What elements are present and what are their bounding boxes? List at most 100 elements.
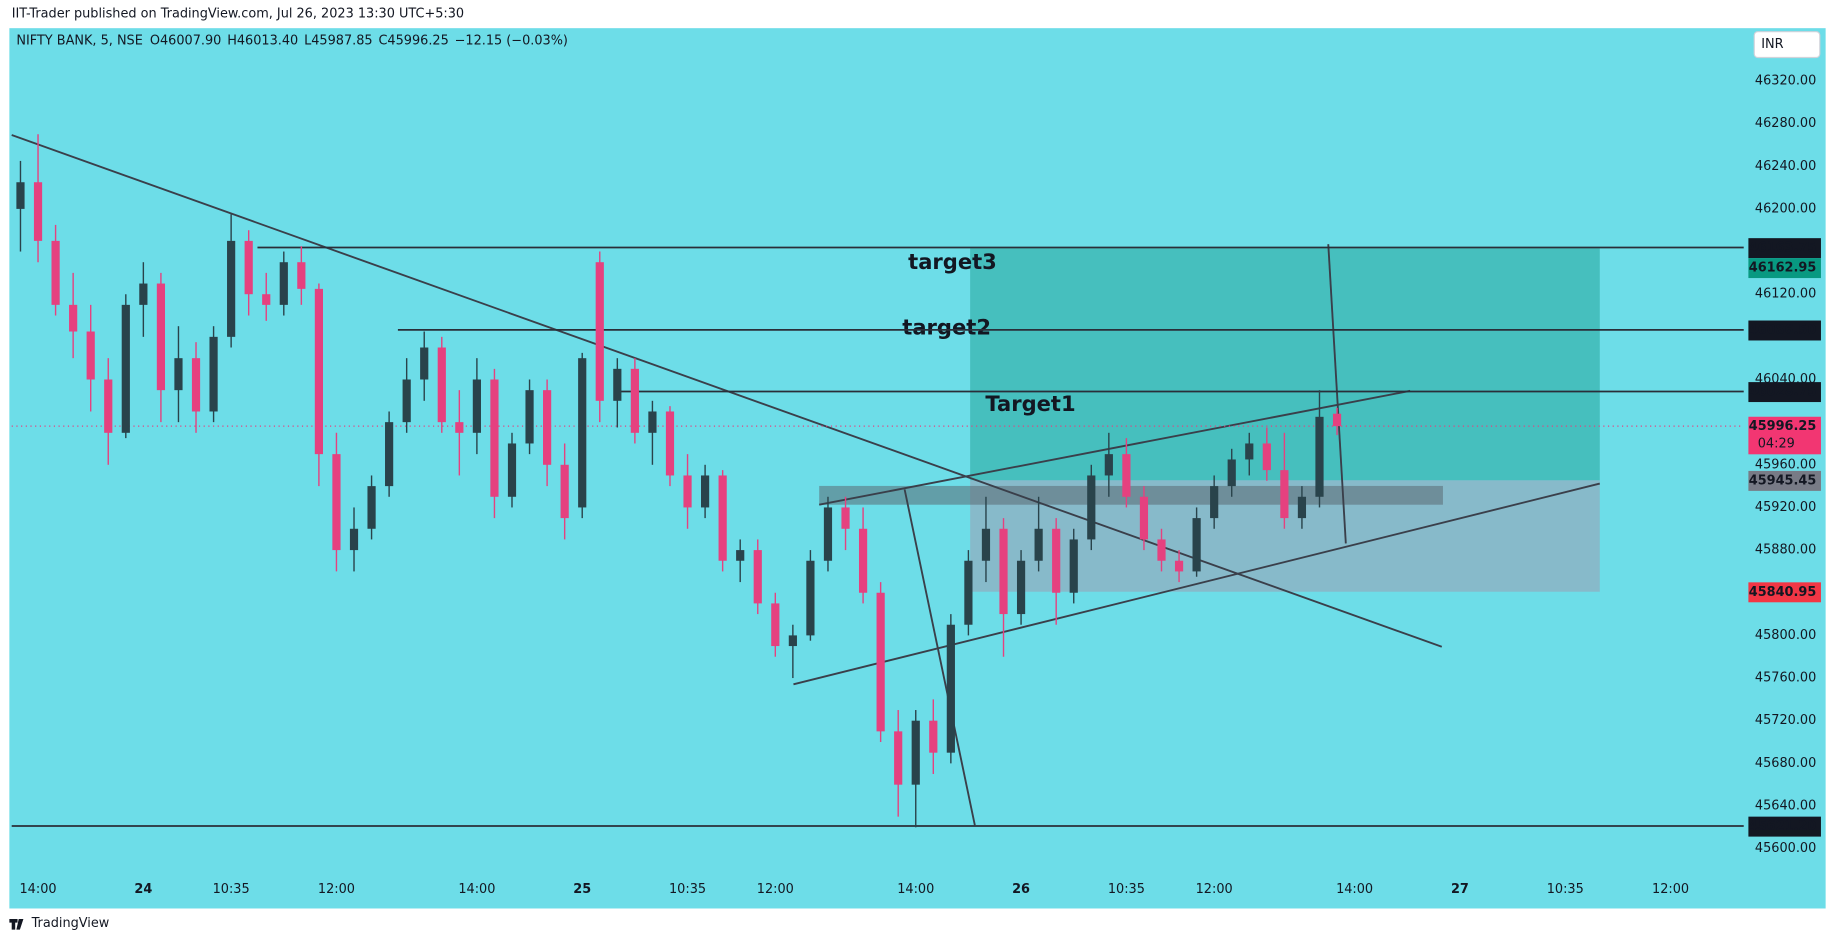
x-tick-label: 10:35 <box>1108 882 1145 897</box>
zone-band <box>819 485 1443 505</box>
y-tick-label: 46200.00 <box>1755 201 1816 216</box>
candle-body <box>51 240 60 305</box>
trend-line <box>819 389 1411 506</box>
candle-body <box>1192 518 1201 572</box>
ohlc-value: 45987.85 <box>311 34 372 49</box>
x-tick-label: 10:35 <box>213 882 250 897</box>
currency[interactable]: INR <box>1761 37 1783 52</box>
candle-body <box>349 528 359 551</box>
candle-body <box>174 358 183 391</box>
candle-body <box>367 486 376 529</box>
candle-body <box>1087 475 1096 540</box>
currency-box[interactable] <box>1753 31 1821 59</box>
candle-body <box>332 454 341 551</box>
x-tick-label: 14:00 <box>897 882 934 897</box>
zones <box>970 248 1600 592</box>
price-label: 46028.75 <box>1749 385 1817 400</box>
trend-line <box>1327 244 1347 544</box>
symbol: NIFTY BANK, 5, NSE <box>16 34 142 49</box>
price-label: 46163.75 <box>1749 241 1817 256</box>
candle-body <box>297 262 306 289</box>
candle-body <box>1016 560 1026 615</box>
y-tick-label: 45760.00 <box>1755 671 1816 686</box>
footer: TradingView <box>9 916 109 931</box>
candle-body <box>227 240 236 337</box>
candle-body <box>700 475 710 508</box>
price-label-bg <box>1748 416 1821 455</box>
candle-body <box>402 379 411 423</box>
x-tick-label: 12:00 <box>1196 882 1233 897</box>
x-tick-label: 10:35 <box>1547 882 1584 897</box>
price-label-bg <box>1748 582 1821 603</box>
candle-body <box>1052 528 1061 593</box>
candle-body <box>156 283 166 391</box>
candle-body <box>1122 454 1131 497</box>
ohlc-value: 46013.40 <box>237 34 298 49</box>
price-label-bg <box>1748 258 1821 279</box>
candle-body <box>279 262 288 305</box>
y-tick-label: 46320.00 <box>1755 73 1816 88</box>
candle-body <box>999 528 1008 615</box>
y-tick-label: 45960.00 <box>1755 457 1816 472</box>
x-tick-label: 27 <box>1451 882 1469 897</box>
candle-body <box>455 422 464 433</box>
y-tick-label: 45640.00 <box>1755 798 1816 813</box>
candle-body <box>1262 443 1271 471</box>
candle-body <box>1332 413 1342 427</box>
x-tick-label: 25 <box>573 882 591 897</box>
price-label: 45621.20 <box>1749 819 1817 834</box>
x-tick-label: 14:00 <box>1336 882 1373 897</box>
candle-body <box>191 358 201 412</box>
candle-body <box>595 262 604 401</box>
ohlc-key: O <box>150 34 160 49</box>
candle-body <box>1280 470 1289 519</box>
y-tick-label: 45720.00 <box>1755 713 1816 728</box>
candle-body <box>736 550 745 561</box>
candle-body <box>560 464 569 519</box>
candle-body <box>437 347 446 423</box>
annotation: target3 <box>908 249 997 274</box>
candle-body <box>244 240 253 295</box>
ohlc-key: H <box>227 34 237 49</box>
ohlc-value: 46007.90 <box>160 34 221 49</box>
trend-line <box>793 482 1600 686</box>
y-tick-label: 45880.00 <box>1755 543 1816 558</box>
annotation: target2 <box>902 315 991 340</box>
y-tick-label: 45600.00 <box>1755 841 1816 856</box>
candle-body <box>121 304 130 433</box>
candle-body <box>525 390 534 444</box>
candle-body <box>753 550 762 604</box>
candle-body <box>1034 528 1043 561</box>
candle-body <box>771 603 780 647</box>
candle-body <box>69 304 78 332</box>
candle-body <box>209 336 218 412</box>
trend-line <box>903 489 976 826</box>
candle-body <box>543 390 552 465</box>
price-label: 45945.45 <box>1749 473 1817 488</box>
candle-body <box>33 182 43 241</box>
countdown: 04:29 <box>1758 436 1795 451</box>
candle-body <box>946 624 955 753</box>
candle-body <box>139 283 148 305</box>
candle-body <box>683 475 692 508</box>
publish-header: IIT-Trader published on TradingView.com,… <box>12 7 464 22</box>
price-label: 46086.50 <box>1749 323 1817 338</box>
x-tick-label: 12:00 <box>1652 882 1689 897</box>
ohlc-key: L <box>304 34 312 49</box>
candle-body <box>665 411 675 476</box>
x-tick-label: 12:00 <box>757 882 794 897</box>
candle-body <box>806 560 815 636</box>
y-tick-label: 46240.00 <box>1755 159 1816 174</box>
price-label-bg <box>1748 470 1821 491</box>
ohlc-value: 45996.25 <box>387 34 448 49</box>
candle-body <box>1069 539 1078 593</box>
y-tick-label: 46120.00 <box>1755 287 1816 302</box>
candle-body <box>1245 443 1254 460</box>
candle-body <box>630 368 639 433</box>
y-tick-label: 45920.00 <box>1755 500 1816 515</box>
candle-body <box>262 294 271 305</box>
x-tick-label: 12:00 <box>318 882 355 897</box>
candle-body <box>981 528 991 561</box>
candle-body <box>1297 496 1307 519</box>
